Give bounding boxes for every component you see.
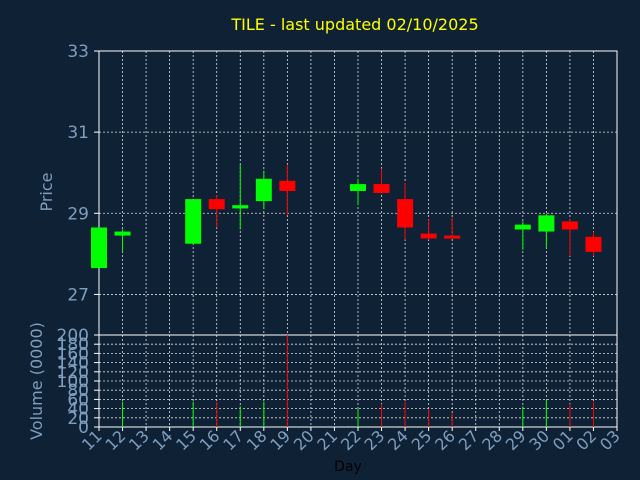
candle-body [538,215,555,232]
price-tick-label: 31 [67,123,89,143]
candle-body [585,236,602,252]
volume-bars [122,335,594,427]
day-gridlines [98,51,618,427]
day-tick-labels: 1112131415161718192021222324252627282930… [78,426,624,454]
volume-tick-label: 160 [57,344,89,364]
volume-tick-label: 100 [57,372,89,392]
candle-body [420,233,437,239]
price-tick-label: 29 [67,204,89,224]
volume-axis-label: Volume (0000) [27,322,46,440]
price-axis-label: Price [37,172,56,211]
volume-tick-label: 180 [57,335,89,355]
candle-body [91,227,107,269]
volume-tick-label: 0 [78,418,89,438]
volume-tick-label: 60 [67,390,89,410]
chart-title: TILE - last updated 02/10/2025 [230,15,478,34]
candle-body [114,231,131,236]
volume-tick-label: 120 [57,363,89,383]
x-axis-label: Day [334,459,362,475]
candle-body [279,180,296,191]
candle-body [232,205,249,209]
price-tick-label: 33 [67,42,89,62]
candle-body [185,199,202,244]
volume-tick-label: 140 [57,354,89,374]
price-tick-labels: 27 29 31 33 [67,42,99,305]
candle-body [208,199,225,210]
candle-body [444,235,461,239]
candle-body [350,184,366,191]
candle-body [255,178,272,202]
day-tick-label: 03 [596,426,624,454]
price-tick-label: 27 [67,285,89,305]
candles [91,164,602,269]
candle-body [514,224,531,230]
candle-body [397,199,414,228]
candle-body [373,184,390,193]
candle-body [561,221,578,230]
volume-tick-label: 20 [67,409,89,429]
volume-tick-label: 200 [57,326,89,346]
volume-tick-label: 40 [67,400,89,420]
volume-tick-label: 80 [67,381,89,401]
